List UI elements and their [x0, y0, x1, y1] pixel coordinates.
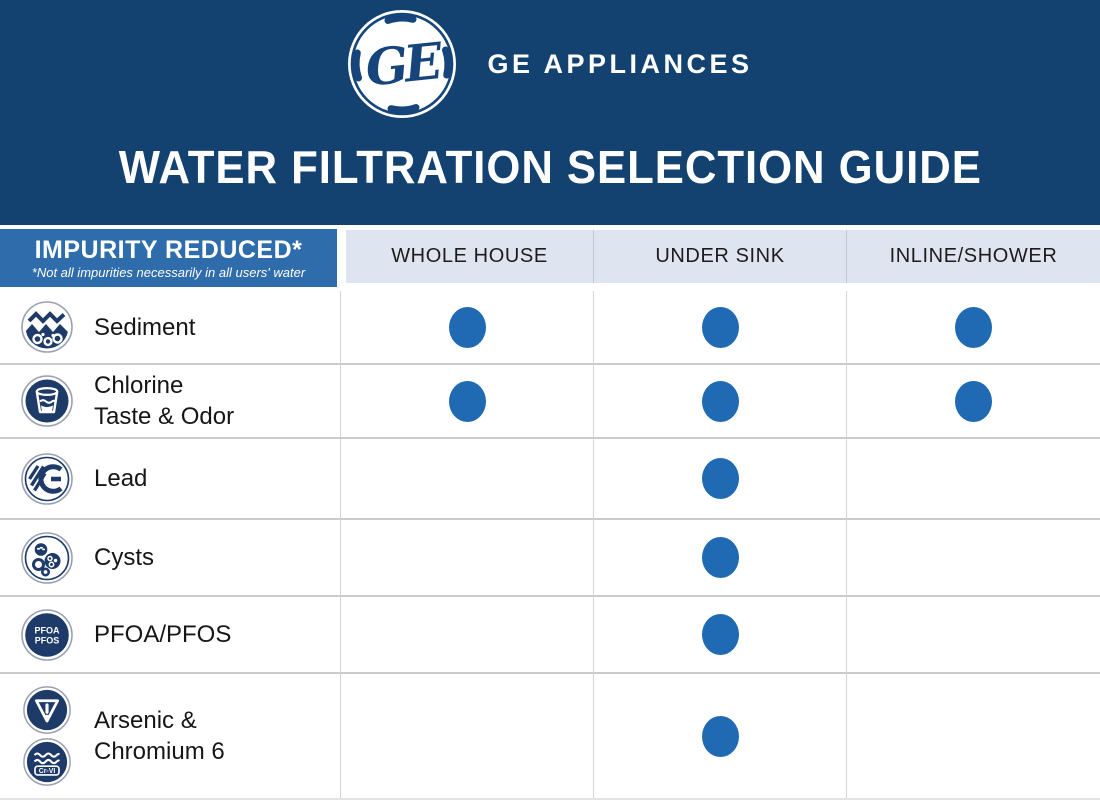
table-row-lead: Lead: [0, 437, 1100, 518]
dot-cell-under-sink: [593, 439, 846, 518]
warning-icon: [23, 686, 71, 734]
impurity-icons: [20, 531, 74, 584]
impurity-cell: Cysts: [0, 520, 340, 595]
table-body: Sediment: [0, 291, 1100, 800]
dot-cell-whole-house: [340, 291, 593, 363]
impurity-label-line: Arsenic &: [94, 707, 197, 734]
impurity-label-line: Cysts: [94, 544, 154, 571]
impurity-reduced-note: *Not all impurities necessarily in all u…: [31, 264, 306, 280]
impurity-label-line: Chromium 6: [94, 738, 225, 765]
impurity-label: Arsenic & Chromium 6: [94, 705, 225, 767]
impurity-label: Lead: [94, 463, 147, 494]
table-row-cysts: Cysts: [0, 518, 1100, 595]
table-header-row: IMPURITY REDUCED* *Not all impurities ne…: [0, 229, 1100, 291]
dot-cell-under-sink: [593, 291, 846, 363]
impurity-icons: [20, 452, 74, 505]
impurity-label-line: Lead: [94, 465, 148, 492]
impurity-icons: [20, 301, 74, 353]
impurity-icons: PFOA PFOS: [20, 608, 74, 661]
cr-vi-badge-text: Cr-VI: [39, 768, 56, 775]
dot-cell-under-sink: [593, 674, 846, 798]
dot-cell-inline-shower: [846, 597, 1100, 672]
chromium-waves-icon: Cr-VI: [23, 738, 71, 786]
impurity-cell: Cr-VI Arsenic & Chromium 6: [0, 674, 340, 798]
impurity-cell: Lead: [0, 439, 340, 518]
pfoa-pfos-icon: PFOA PFOS: [21, 608, 73, 661]
impurity-cell: PFOA PFOS PFOA/PFOS: [0, 597, 340, 672]
dot-cell-whole-house: [340, 674, 593, 798]
dot-cell-inline-shower: [846, 439, 1100, 518]
page-title: WATER FILTRATION SELECTION GUIDE: [118, 141, 982, 193]
impurity-cell: Sediment: [0, 291, 340, 363]
impurity-cell: Chlorine Taste & Odor: [0, 365, 340, 437]
dot-cell-whole-house: [340, 597, 593, 672]
dot-cell-whole-house: [340, 365, 593, 437]
impurity-label-line: Sediment: [94, 313, 196, 341]
dot-cell-under-sink: [593, 520, 846, 595]
impurity-reduced-label: IMPURITY REDUCED*: [34, 235, 303, 264]
dot-cell-inline-shower: [846, 520, 1100, 595]
table-row-arsenic-chromium: Cr-VI Arsenic & Chromium 6: [0, 672, 1100, 800]
table-row-sediment: Sediment: [0, 291, 1100, 363]
pfoa-text: PFOA: [34, 625, 60, 635]
impurity-label-line: PFOA/PFOS: [94, 621, 232, 648]
sediment-icon: [21, 301, 73, 353]
ge-monogram: GE: [363, 31, 446, 98]
dot-cell-under-sink: [593, 597, 846, 672]
dot-cell-inline-shower: [846, 674, 1100, 798]
impurity-icons: [20, 375, 74, 427]
impurity-label: Sediment: [94, 312, 195, 343]
ge-logo-icon: GE: [348, 10, 457, 118]
table-row-pfoa-pfos: PFOA PFOS PFOA/PFOS: [0, 595, 1100, 672]
column-header-under-sink: UNDER SINK: [593, 230, 846, 283]
cysts-icon: [21, 531, 73, 584]
header-band: GE GE APPLIANCES WATER FILTRATION SELECT…: [0, 0, 1100, 225]
brand-name: GE APPLIANCES: [487, 48, 753, 79]
dot-cell-inline-shower: [846, 365, 1100, 437]
column-header-whole-house: WHOLE HOUSE: [346, 230, 593, 283]
column-header-inline-shower: INLINE/SHOWER: [846, 230, 1100, 283]
dot-cell-whole-house: [340, 520, 593, 595]
pfos-text: PFOS: [35, 635, 60, 645]
impurity-reduced-header: IMPURITY REDUCED* *Not all impurities ne…: [0, 229, 337, 287]
impurity-label: Cysts: [94, 542, 154, 573]
dot-cell-under-sink: [593, 365, 846, 437]
dot-cell-whole-house: [340, 439, 593, 518]
brand-row: GE GE APPLIANCES: [347, 8, 752, 120]
lead-icon: [21, 452, 73, 505]
impurity-icons: Cr-VI: [20, 686, 74, 786]
impurity-label-line: Taste & Odor: [94, 403, 235, 430]
impurity-label-line: Chlorine: [94, 372, 184, 399]
table-row-chlorine: Chlorine Taste & Odor: [0, 363, 1100, 437]
impurity-label: Chlorine Taste & Odor: [94, 370, 234, 432]
chlorine-glass-icon: [21, 375, 73, 427]
impurity-label: PFOA/PFOS: [94, 619, 231, 650]
dot-cell-inline-shower: [846, 291, 1100, 363]
